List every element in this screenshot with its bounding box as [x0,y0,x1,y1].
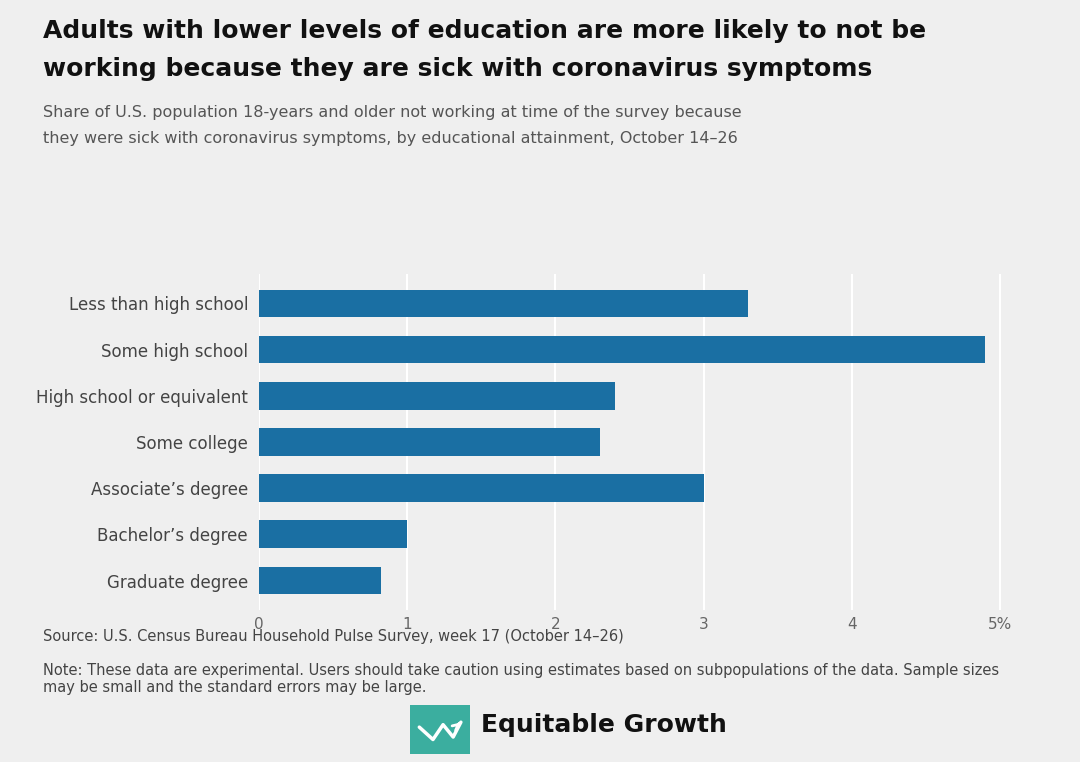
Bar [259,428,599,456]
Text: Note: These data are experimental. Users should take caution using estimates bas: Note: These data are experimental. Users… [43,663,999,696]
FancyBboxPatch shape [404,700,475,759]
Text: Source: U.S. Census Bureau Household Pulse Survey, week 17 (October 14–26): Source: U.S. Census Bureau Household Pul… [43,629,624,644]
Bar [259,290,748,317]
Bar [259,567,380,594]
Bar [259,520,407,548]
Bar [259,336,985,363]
Text: Adults with lower levels of education are more likely to not be: Adults with lower levels of education ar… [43,19,927,43]
Text: working because they are sick with coronavirus symptoms: working because they are sick with coron… [43,57,873,81]
Bar [259,474,703,502]
Bar [259,382,615,410]
Text: Share of U.S. population 18-years and older not working at time of the survey be: Share of U.S. population 18-years and ol… [43,105,742,120]
Text: Equitable Growth: Equitable Growth [481,713,727,738]
Text: they were sick with coronavirus symptoms, by educational attainment, October 14–: they were sick with coronavirus symptoms… [43,131,738,146]
